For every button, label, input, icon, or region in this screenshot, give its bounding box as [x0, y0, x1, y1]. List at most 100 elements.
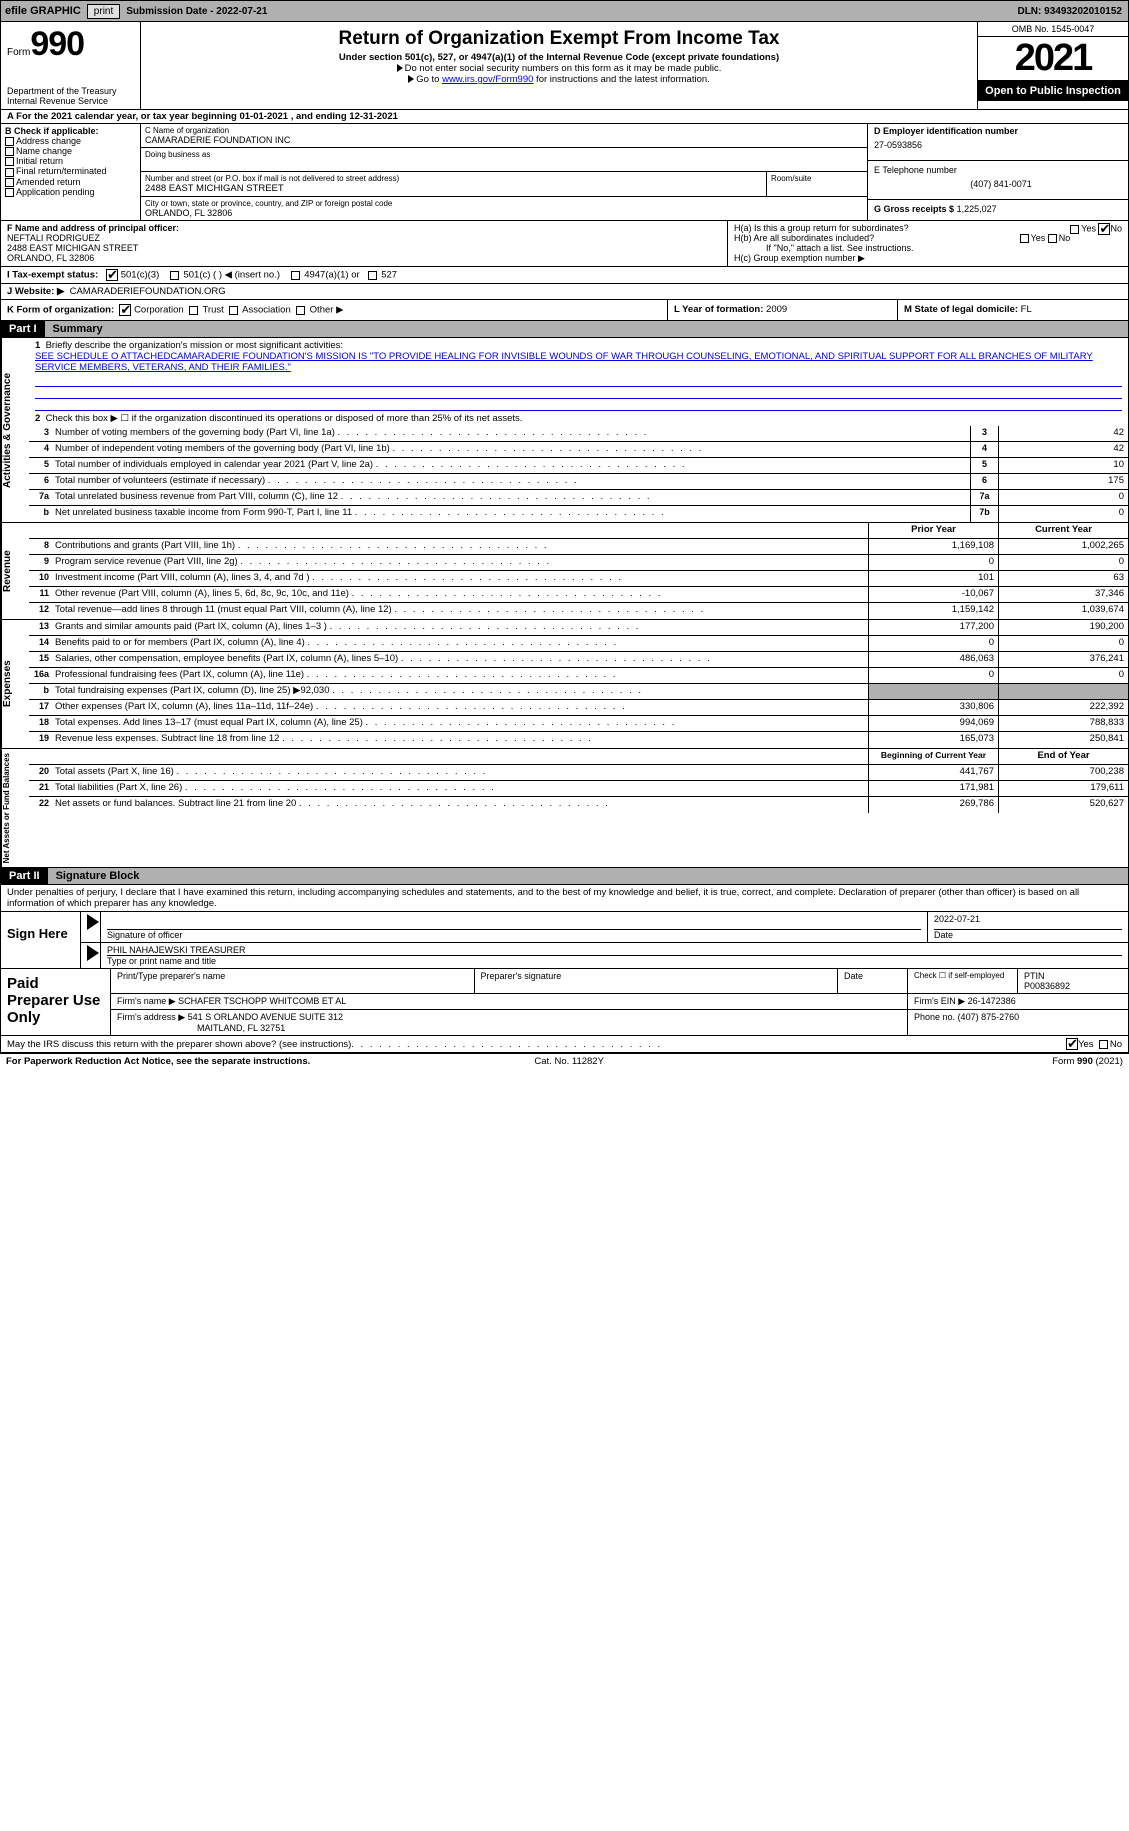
chk-address-change[interactable]: Address change [5, 136, 136, 146]
part1-header: Part I Summary [0, 321, 1129, 338]
sig-officer-label: Signature of officer [107, 930, 921, 940]
submission-date: Submission Date - 2022-07-21 [120, 6, 273, 17]
line-14: 14 Benefits paid to or for members (Part… [29, 636, 1128, 652]
line-15: 15 Salaries, other compensation, employe… [29, 652, 1128, 668]
chk-amended-return[interactable]: Amended return [5, 177, 136, 187]
net-assets-section: Net Assets or Fund Balances Beginning of… [0, 749, 1129, 868]
line-8: 8 Contributions and grants (Part VIII, l… [29, 539, 1128, 555]
line-b: b Total fundraising expenses (Part IX, c… [29, 684, 1128, 700]
chk-name-change[interactable]: Name change [5, 146, 136, 156]
self-employed-chk[interactable]: Check ☐ if self-employed [908, 969, 1018, 993]
chk-501c3[interactable] [106, 269, 118, 281]
firm-phone: (407) 875-2760 [958, 1012, 1020, 1022]
page-footer: For Paperwork Reduction Act Notice, see … [0, 1053, 1129, 1069]
line-19: 19 Revenue less expenses. Subtract line … [29, 732, 1128, 748]
efile-label: efile GRAPHIC [1, 5, 85, 17]
line2: 2 Check this box ▶ ☐ if the organization… [29, 411, 1128, 426]
discuss-yes-chk[interactable] [1066, 1038, 1078, 1050]
line-5: 5 Total number of individuals employed i… [29, 458, 1128, 474]
sign-arrow-icon [87, 914, 99, 930]
tax-year: 2021 [978, 37, 1128, 81]
footer-left: For Paperwork Reduction Act Notice, see … [6, 1056, 310, 1067]
line-b: b Net unrelated business taxable income … [29, 506, 1128, 522]
irs-link[interactable]: www.irs.gov/Form990 [442, 74, 533, 85]
officer-name: NEFTALI RODRIGUEZ [7, 233, 721, 243]
footer-right: Form 990 (2021) [1052, 1056, 1123, 1067]
dept-label: Department of the Treasury Internal Reve… [7, 86, 134, 106]
section-c: C Name of organization CAMARADERIE FOUND… [141, 124, 868, 220]
period-line: A For the 2021 calendar year, or tax yea… [0, 110, 1129, 124]
chk-application-pending[interactable]: Application pending [5, 187, 136, 197]
i-row: I Tax-exempt status: 501(c)(3) 501(c) ( … [0, 267, 1129, 284]
line-18: 18 Total expenses. Add lines 13–17 (must… [29, 716, 1128, 732]
form-number: 990 [30, 25, 84, 63]
ha-line: H(a) Is this a group return for subordin… [734, 223, 1122, 233]
vtab-net: Net Assets or Fund Balances [1, 749, 29, 867]
ein-label: D Employer identification number [874, 126, 1122, 136]
signature-declaration: Under penalties of perjury, I declare th… [0, 885, 1129, 912]
chk-corporation[interactable] [119, 304, 131, 316]
open-inspection: Open to Public Inspection [978, 81, 1128, 101]
line-4: 4 Number of independent voting members o… [29, 442, 1128, 458]
print-button[interactable]: print [87, 4, 120, 19]
topbar: efile GRAPHIC print Submission Date - 20… [0, 0, 1129, 22]
vtab-revenue: Revenue [1, 523, 29, 619]
vtab-expenses: Expenses [1, 620, 29, 748]
prep-sig-label: Preparer's signature [475, 969, 839, 993]
klm-row: K Form of organization: Corporation Trus… [0, 300, 1129, 321]
line-22: 22 Net assets or fund balances. Subtract… [29, 797, 1128, 813]
line-16a: 16a Professional fundraising fees (Part … [29, 668, 1128, 684]
ha-no-checkbox[interactable] [1098, 223, 1110, 235]
website: CAMARADERIEFOUNDATION.ORG [70, 286, 226, 297]
line-3: 3 Number of voting members of the govern… [29, 426, 1128, 442]
ptin: P00836892 [1024, 981, 1122, 991]
telephone: (407) 841-0071 [874, 175, 1128, 193]
street-address: 2488 EAST MICHIGAN STREET [145, 183, 762, 194]
chk-final-return[interactable]: Final return/terminated [5, 166, 136, 176]
footer-mid: Cat. No. 11282Y [534, 1056, 604, 1067]
b-label: B Check if applicable: [5, 126, 136, 136]
form-label: Form [7, 47, 30, 58]
c-name-label: C Name of organization [145, 126, 863, 135]
section-b: B Check if applicable: Address change Na… [1, 124, 141, 220]
sign-arrow-icon-2 [87, 945, 99, 961]
line-7a: 7a Total unrelated business revenue from… [29, 490, 1128, 506]
line-12: 12 Total revenue—add lines 8 through 11 … [29, 603, 1128, 619]
hb-note: If "No," attach a list. See instructions… [734, 243, 1122, 253]
line-21: 21 Total liabilities (Part X, line 26) 1… [29, 781, 1128, 797]
officer-name-label: Type or print name and title [107, 956, 1122, 966]
sign-here-label: Sign Here [1, 912, 81, 968]
end-year-header: End of Year [998, 749, 1128, 764]
section-d: D Employer identification number 27-0593… [868, 124, 1128, 220]
expenses-section: Expenses 13 Grants and similar amounts p… [0, 620, 1129, 749]
gross-label: G Gross receipts $ [874, 204, 954, 214]
firm-addr: 541 S ORLANDO AVENUE SUITE 312 [188, 1012, 343, 1022]
line-9: 9 Program service revenue (Part VIII, li… [29, 555, 1128, 571]
activities-governance: Activities & Governance 1 Briefly descri… [0, 338, 1129, 523]
begin-year-header: Beginning of Current Year [868, 749, 998, 764]
revenue-section: Revenue Prior Year Current Year 8 Contri… [0, 523, 1129, 620]
firm-name: SCHAFER TSCHOPP WHITCOMB ET AL [178, 996, 346, 1006]
prior-year-header: Prior Year [868, 523, 998, 538]
mission-block: 1 Briefly describe the organization's mi… [29, 338, 1128, 375]
chk-initial-return[interactable]: Initial return [5, 156, 136, 166]
part2-header: Part II Signature Block [0, 868, 1129, 885]
addr-label: Number and street (or P.O. box if mail i… [145, 174, 762, 183]
omb-number: OMB No. 1545-0047 [978, 22, 1128, 37]
officer-addr: 2488 EAST MICHIGAN STREET [7, 243, 721, 253]
line-20: 20 Total assets (Part X, line 16) 441,76… [29, 765, 1128, 781]
current-year-header: Current Year [998, 523, 1128, 538]
fh-block: F Name and address of principal officer:… [0, 221, 1129, 267]
hc-line: H(c) Group exemption number ▶ [734, 253, 1122, 264]
officer-typed-name: PHIL NAHAJEWSKI TREASURER [107, 945, 1122, 956]
hb-line: H(b) Are all subordinates included? Yes … [734, 233, 1122, 243]
mission-text: SEE SCHEDULE O ATTACHEDCAMARADERIE FOUND… [35, 351, 1093, 373]
room-label: Room/suite [771, 174, 863, 183]
org-name: CAMARADERIE FOUNDATION INC [145, 135, 863, 145]
prep-name-label: Print/Type preparer's name [111, 969, 475, 993]
prep-date-label: Date [838, 969, 908, 993]
firm-city: MAITLAND, FL 32751 [117, 1023, 285, 1033]
line-6: 6 Total number of volunteers (estimate i… [29, 474, 1128, 490]
line-13: 13 Grants and similar amounts paid (Part… [29, 620, 1128, 636]
line-17: 17 Other expenses (Part IX, column (A), … [29, 700, 1128, 716]
